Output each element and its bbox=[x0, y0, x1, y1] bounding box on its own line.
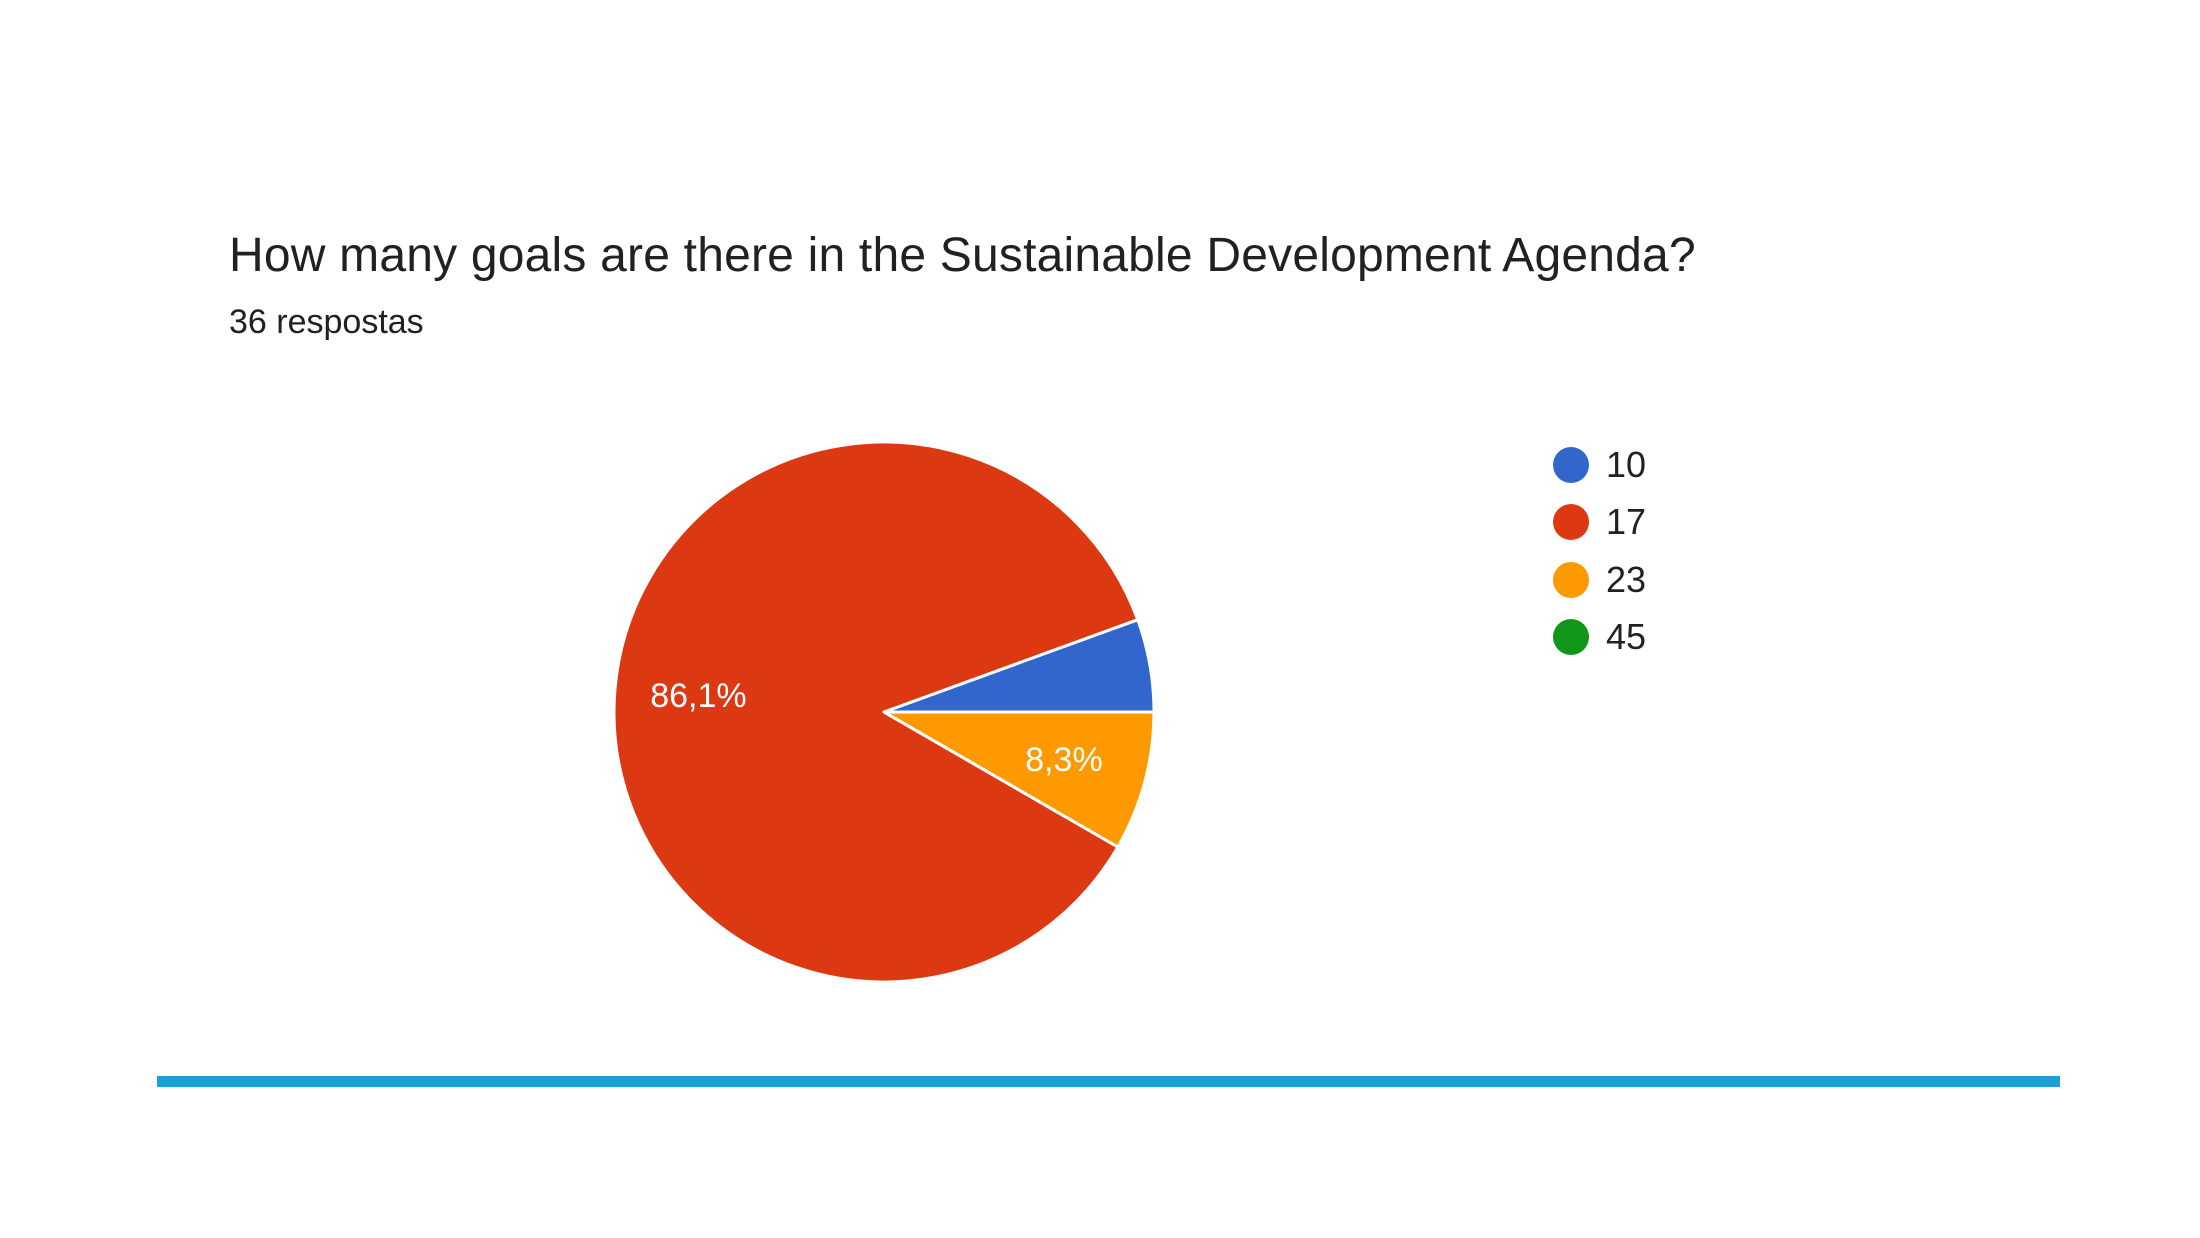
legend-label-45: 45 bbox=[1606, 616, 1647, 658]
slice-label-23: 8,3% bbox=[1025, 741, 1103, 779]
legend-item-17: 17 bbox=[1553, 494, 1646, 552]
legend-swatch-45 bbox=[1553, 619, 1589, 656]
legend-item-10: 10 bbox=[1553, 436, 1646, 494]
response-count: 36 respostas bbox=[229, 303, 424, 341]
legend-swatch-17 bbox=[1553, 504, 1589, 541]
chart-legend: 10 17 23 45 bbox=[1553, 436, 1646, 666]
legend-label-10: 10 bbox=[1606, 443, 1647, 485]
legend-swatch-10 bbox=[1553, 446, 1589, 483]
legend-item-45: 45 bbox=[1553, 609, 1646, 667]
section-divider-bar bbox=[157, 1076, 2060, 1087]
legend-label-23: 23 bbox=[1606, 558, 1647, 600]
slice-label-17: 86,1% bbox=[650, 677, 746, 715]
question-title: How many goals are there in the Sustaina… bbox=[229, 229, 1696, 282]
legend-item-23: 23 bbox=[1553, 551, 1646, 609]
pie-slice-17 bbox=[612, 440, 1140, 984]
legend-label-17: 17 bbox=[1606, 501, 1647, 543]
pie-slice-23 bbox=[882, 710, 1156, 849]
legend-swatch-23 bbox=[1553, 561, 1589, 598]
